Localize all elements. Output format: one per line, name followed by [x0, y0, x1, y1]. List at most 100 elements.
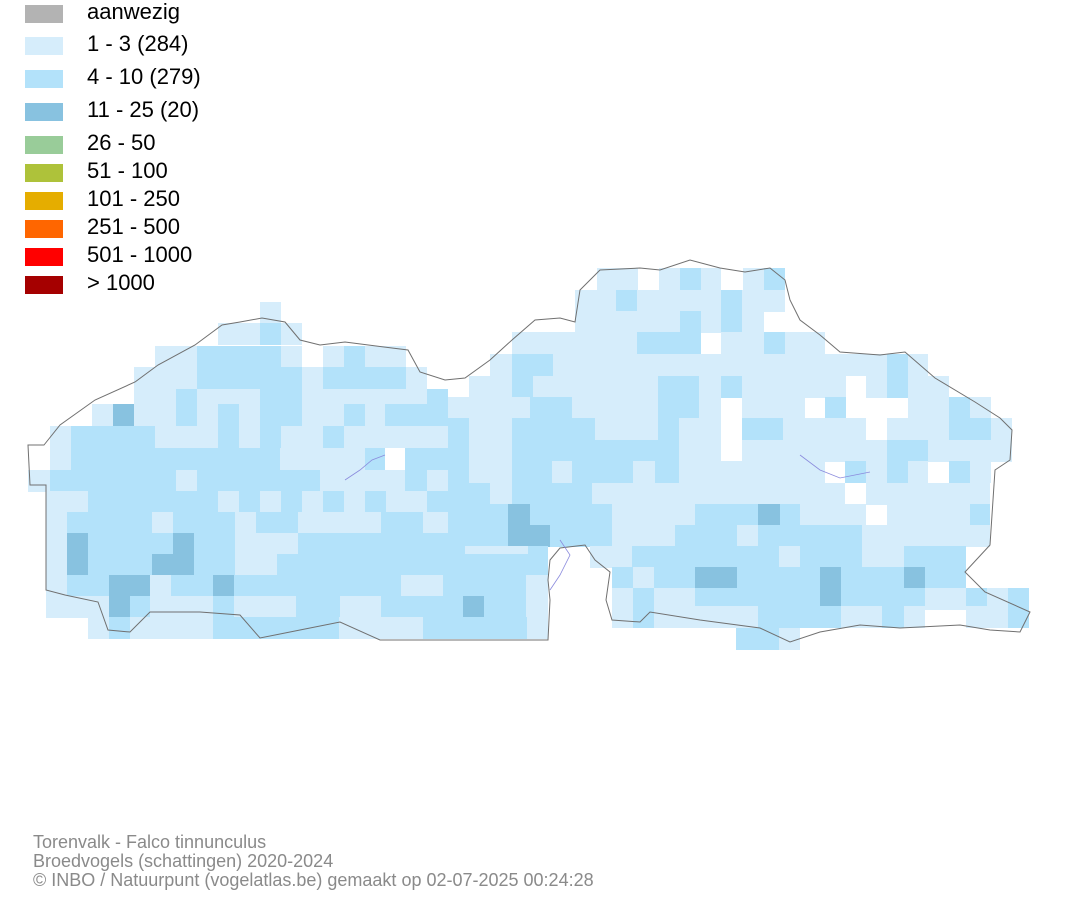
map-grid-cell: [526, 575, 548, 597]
map-grid-cell: [235, 554, 277, 576]
map-grid-cell: [46, 554, 67, 576]
map-grid-cell: [508, 504, 530, 526]
map-grid-cell: [344, 426, 448, 448]
map-grid-cell: [680, 311, 701, 333]
map-grid-cell: [197, 470, 320, 492]
map-grid-cell: [904, 606, 925, 628]
map-grid-cell: [904, 546, 966, 568]
map-grid-cell: [654, 567, 695, 589]
map-grid-cell: [365, 346, 406, 368]
map-grid-cell: [173, 512, 235, 534]
map-grid-cell: [155, 426, 218, 448]
map-grid-cell: [423, 512, 448, 534]
map-grid-cell: [50, 426, 71, 448]
map-grid-cell: [699, 397, 721, 419]
map-grid-cell: [197, 367, 302, 389]
map-grid-cell: [742, 418, 783, 440]
map-grid-cell: [130, 596, 150, 618]
map-grid-cell: [887, 354, 908, 376]
map-grid-cell: [88, 617, 109, 639]
map-grid-cell: [701, 311, 721, 333]
map-grid-cell: [780, 504, 800, 526]
map-grid-cell: [595, 376, 658, 398]
map-grid-cell: [218, 491, 239, 513]
legend-label: > 1000: [87, 270, 155, 295]
map-grid-cell: [805, 354, 887, 376]
map-grid-cell: [109, 617, 130, 639]
map-grid-cell: [512, 376, 533, 398]
map-grid-cell: [680, 268, 701, 290]
map-grid-cell: [987, 606, 1008, 628]
map-grid-cell: [239, 404, 260, 426]
map-grid-cell: [991, 418, 1012, 440]
legend-item-11-25: 11 - 25 (20): [25, 97, 225, 122]
map-grid-cells: [28, 268, 1029, 650]
map-grid-cell: [695, 567, 737, 589]
map-grid-cell: [152, 512, 173, 534]
map-grid-cell: [469, 397, 530, 419]
map-grid-cell: [298, 533, 465, 555]
legend-swatch: [25, 248, 63, 266]
map-grid-cell: [512, 461, 552, 483]
map-grid-cell: [344, 491, 365, 513]
map-grid-cell: [654, 588, 695, 610]
map-grid-cell: [887, 504, 928, 526]
map-grid-cell: [737, 606, 758, 628]
legend-swatch: [25, 37, 63, 55]
map-grid-cell: [655, 461, 679, 483]
map-grid-cell: [508, 525, 550, 547]
map-grid-cell: [575, 332, 637, 354]
map-grid-cell: [176, 470, 197, 492]
map-grid-cell: [298, 512, 381, 534]
map-grid-cell: [490, 354, 512, 376]
map-grid-cell: [987, 588, 1008, 610]
map-grid-cell: [701, 268, 721, 290]
legend-swatch: [25, 70, 63, 88]
river: [344, 454, 871, 591]
map-grid-cell: [845, 461, 866, 483]
map-grid-cell: [281, 426, 302, 448]
map-grid-cell: [260, 491, 281, 513]
map-grid-cell: [825, 440, 887, 462]
map-grid-cell: [176, 404, 197, 426]
map-grid-cell: [448, 461, 469, 483]
map-grid-cell: [365, 404, 385, 426]
legend-item-1-3: 1 - 3 (284): [25, 31, 225, 56]
legend-swatch: [25, 5, 63, 23]
map-grid-cell: [612, 606, 633, 628]
map-grid-cell: [150, 617, 213, 639]
map-grid-cell: [882, 606, 904, 628]
map-grid-cell: [887, 418, 949, 440]
map-grid-cell: [805, 376, 846, 398]
map-grid-cell: [280, 448, 365, 470]
map-grid-cell: [235, 533, 298, 555]
map-caption: Torenvalk - Falco tinnunculus Broedvogel…: [33, 833, 594, 890]
map-grid-cell: [742, 311, 764, 333]
map-grid-cell: [612, 525, 675, 547]
map-grid-cell: [484, 575, 526, 597]
map-grid-cell: [654, 606, 737, 628]
map-grid-cell: [841, 588, 904, 610]
legend-label: 251 - 500: [87, 214, 180, 239]
map-grid-cell: [46, 491, 88, 513]
map-grid-cell: [908, 397, 949, 419]
legend-item-501-1000: 501 - 1000: [25, 242, 225, 267]
map-grid-cell: [590, 546, 632, 568]
map-grid-cell: [381, 512, 423, 534]
map-grid-cell: [50, 470, 176, 492]
map-grid-cell: [575, 311, 680, 333]
map-grid-cell: [405, 448, 448, 470]
map-grid-cell: [764, 268, 785, 290]
map-grid-cell: [949, 461, 970, 483]
map-grid-cell: [527, 617, 548, 639]
map-grid-cell: [904, 588, 925, 610]
legend-swatch: [25, 164, 63, 182]
map-grid-cell: [970, 461, 991, 483]
map-grid-cell: [595, 418, 658, 440]
map-grid-cell: [597, 268, 638, 290]
map-grid-cell: [323, 426, 344, 448]
map-grid-cell: [699, 376, 721, 398]
legend-item-26-50: 26 - 50: [25, 130, 225, 155]
map-grid-cell: [260, 426, 281, 448]
legend-label: aanwezig: [87, 0, 180, 24]
